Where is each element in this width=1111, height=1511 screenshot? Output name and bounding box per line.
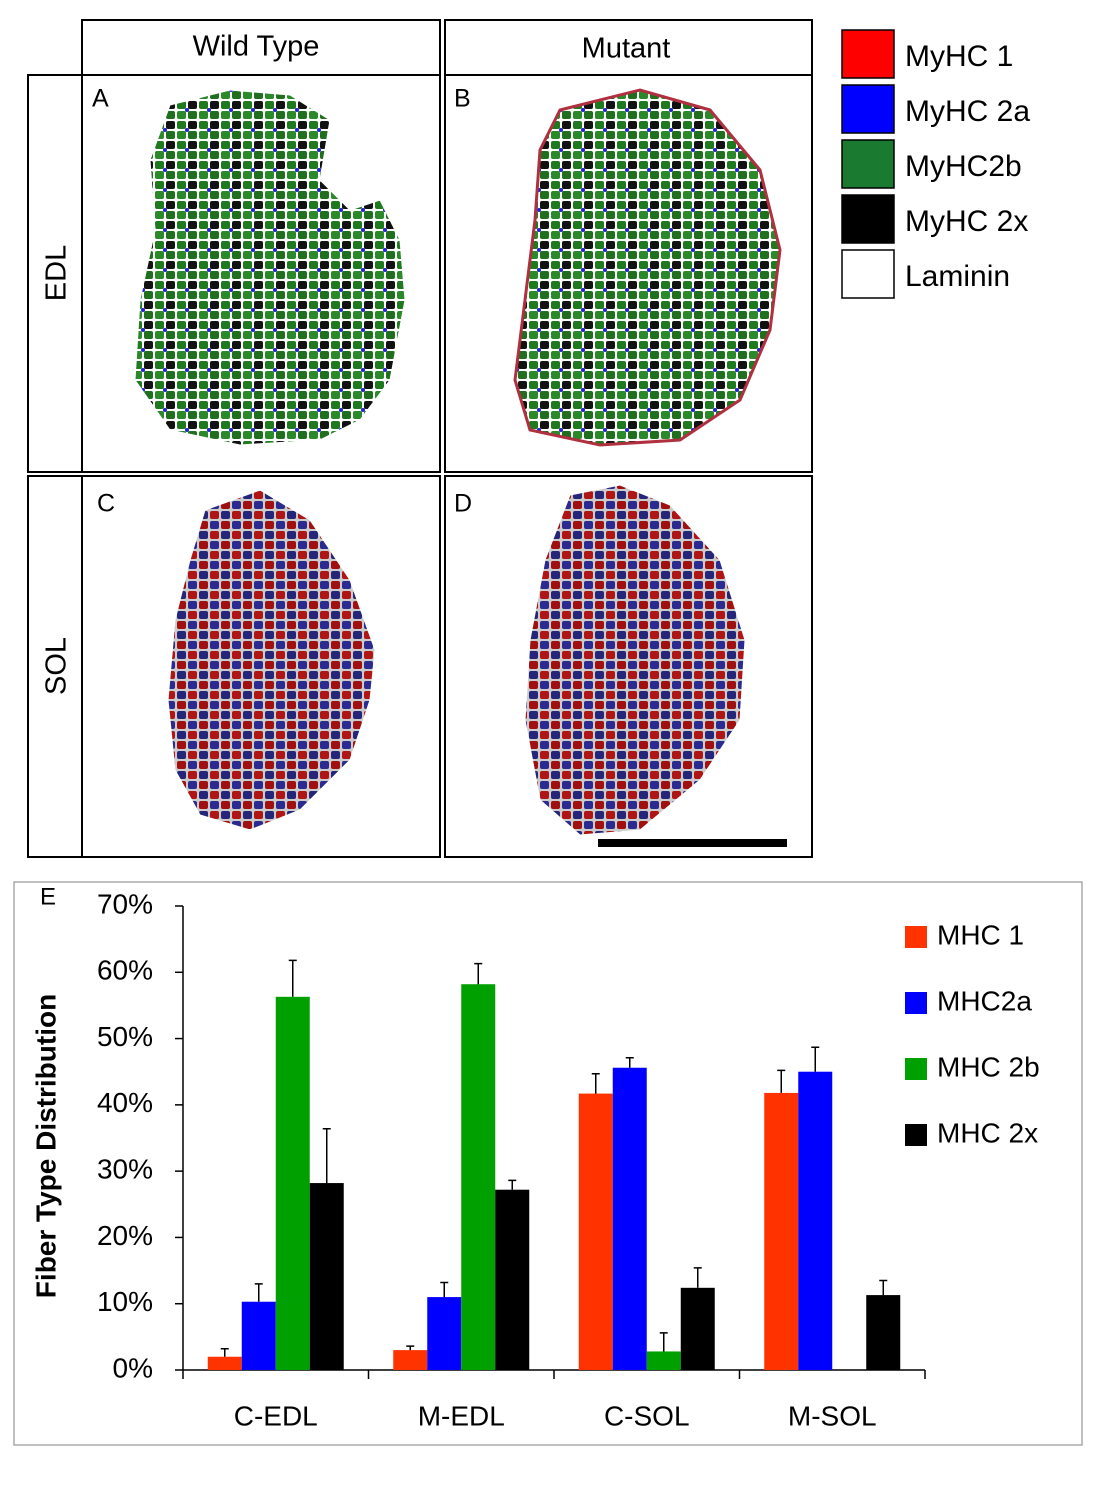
bar (275, 996, 310, 1370)
muscle-image (167, 489, 376, 831)
error-bar (322, 1127, 331, 1184)
bar (578, 1093, 613, 1370)
panel-letter: D (454, 490, 472, 518)
legend-swatch (841, 84, 895, 134)
panel-letter: B (454, 85, 471, 113)
bar (764, 1092, 799, 1370)
error-bar (474, 962, 483, 985)
x-tick-label: C-EDL (234, 1400, 318, 1431)
y-tick-label: 70% (97, 888, 153, 919)
error-bar (879, 1279, 888, 1296)
row-header: SOL (41, 637, 73, 695)
muscle-image (524, 484, 746, 836)
x-tick-label: C-SOL (604, 1400, 690, 1431)
error-bar (777, 1069, 786, 1093)
legend-swatch (841, 249, 895, 299)
panel-letter: A (92, 85, 109, 113)
error-bar (254, 1283, 263, 1302)
bar (207, 1356, 242, 1370)
scale-bar (598, 839, 787, 847)
error-bar (406, 1345, 415, 1351)
y-tick-label: 40% (97, 1087, 153, 1118)
legend-label: MHC2a (937, 985, 1032, 1016)
x-tick-label: M-EDL (418, 1400, 505, 1431)
y-tick-label: 20% (97, 1220, 153, 1251)
error-bar (288, 959, 297, 997)
error-bar (625, 1057, 634, 1068)
panel-letter: E (40, 883, 56, 910)
legend-swatch (905, 992, 927, 1014)
legend-label: MHC 2b (937, 1051, 1040, 1082)
bar (646, 1351, 681, 1370)
error-bar (440, 1281, 449, 1298)
bar (309, 1183, 344, 1370)
chart-frame (13, 881, 1083, 1446)
bar (241, 1301, 276, 1370)
bar (427, 1297, 462, 1370)
error-bar (220, 1348, 229, 1357)
error-bar (659, 1332, 668, 1352)
column-header: Wild Type (193, 31, 320, 63)
legend-label: MHC 1 (937, 919, 1024, 950)
y-tick-label: 50% (97, 1021, 153, 1052)
column-header: Mutant (582, 33, 671, 65)
legend-label: MyHC2b (905, 150, 1022, 183)
muscle-image (134, 89, 406, 446)
y-axis-title: Fiber Type Distribution (30, 994, 61, 1298)
error-bar (693, 1267, 702, 1288)
y-tick-label: 0% (113, 1352, 153, 1383)
bar (393, 1350, 428, 1370)
error-bar (811, 1046, 820, 1072)
x-tick-label: M-SOL (788, 1400, 877, 1431)
bar (495, 1189, 530, 1370)
bar (680, 1287, 715, 1370)
panel-letter: C (97, 490, 115, 518)
legend-label: MyHC 1 (905, 40, 1013, 73)
y-tick-label: 60% (97, 955, 153, 986)
legend-label: Laminin (905, 260, 1010, 293)
y-tick-label: 30% (97, 1154, 153, 1185)
panel-frames (27, 19, 813, 858)
legend-swatch (905, 926, 927, 948)
legend-swatch (841, 139, 895, 189)
bar (866, 1295, 901, 1370)
error-bar (591, 1072, 600, 1094)
legend-label: MyHC 2x (905, 205, 1028, 238)
bar (461, 984, 496, 1370)
error-bar (508, 1179, 517, 1190)
muscle-image (513, 88, 782, 447)
y-tick-label: 10% (97, 1286, 153, 1317)
legend-swatch (905, 1058, 927, 1080)
legend-swatch (841, 194, 895, 244)
legend-label: MHC 2x (937, 1117, 1038, 1148)
legend-swatch (841, 29, 895, 79)
bar (612, 1067, 647, 1370)
legend-swatch (905, 1124, 927, 1146)
bar (798, 1071, 833, 1370)
legend-label: MyHC 2a (905, 95, 1030, 128)
row-header: EDL (41, 245, 73, 301)
